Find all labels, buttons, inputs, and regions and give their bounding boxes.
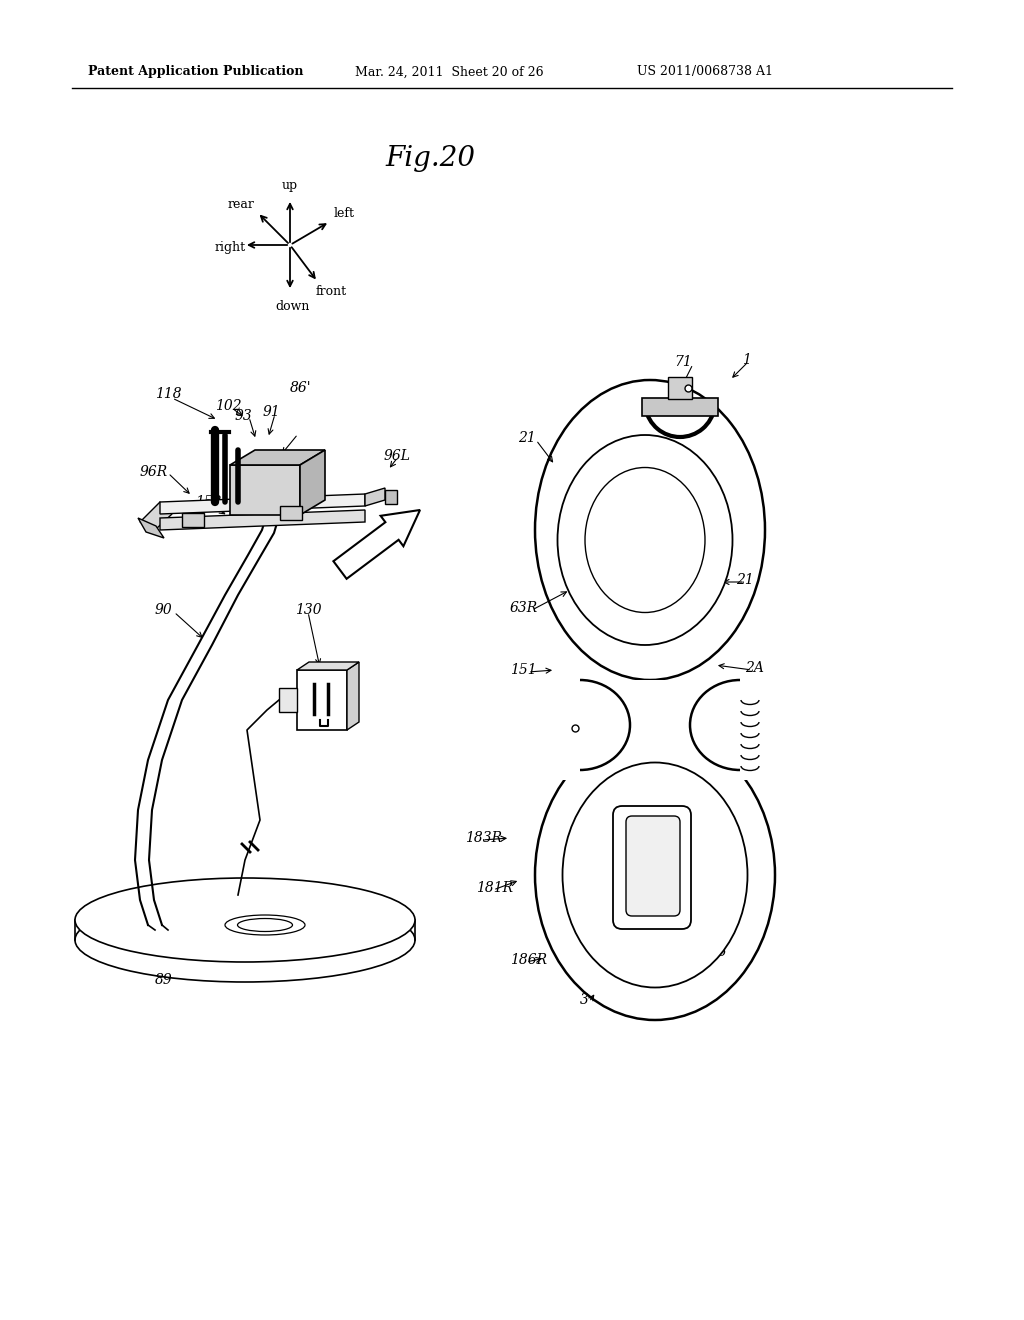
Text: 1: 1 bbox=[742, 352, 751, 367]
Text: 130: 130 bbox=[295, 603, 322, 616]
Polygon shape bbox=[279, 688, 297, 711]
Text: 183R: 183R bbox=[465, 832, 502, 845]
Text: rear: rear bbox=[228, 198, 255, 211]
Ellipse shape bbox=[557, 436, 732, 645]
Ellipse shape bbox=[562, 763, 748, 987]
Text: 118: 118 bbox=[155, 387, 181, 401]
Text: front: front bbox=[316, 285, 347, 298]
Ellipse shape bbox=[585, 467, 705, 612]
Ellipse shape bbox=[238, 919, 293, 932]
Text: 71: 71 bbox=[674, 355, 692, 370]
Text: Fig.20: Fig.20 bbox=[385, 144, 475, 172]
Text: 85: 85 bbox=[652, 961, 670, 975]
Polygon shape bbox=[347, 663, 359, 730]
Bar bbox=[280, 506, 302, 520]
Text: 63R: 63R bbox=[510, 601, 539, 615]
FancyBboxPatch shape bbox=[613, 807, 691, 929]
Text: 151: 151 bbox=[510, 663, 537, 677]
Text: 93: 93 bbox=[234, 409, 253, 422]
Text: 102: 102 bbox=[215, 399, 242, 413]
Text: 21: 21 bbox=[736, 573, 754, 587]
Polygon shape bbox=[297, 663, 359, 671]
Text: down: down bbox=[275, 301, 310, 314]
Text: Mar. 24, 2011  Sheet 20 of 26: Mar. 24, 2011 Sheet 20 of 26 bbox=[355, 66, 544, 78]
Text: 103: 103 bbox=[240, 461, 266, 475]
Bar bbox=[297, 671, 347, 730]
Polygon shape bbox=[160, 494, 365, 513]
Text: 86': 86' bbox=[290, 381, 311, 395]
Polygon shape bbox=[160, 510, 365, 531]
Ellipse shape bbox=[535, 730, 775, 1020]
Polygon shape bbox=[230, 450, 325, 465]
FancyBboxPatch shape bbox=[626, 816, 680, 916]
Ellipse shape bbox=[225, 915, 305, 935]
Bar bbox=[530, 680, 790, 780]
Polygon shape bbox=[138, 517, 164, 539]
Text: left: left bbox=[333, 207, 354, 220]
Ellipse shape bbox=[535, 380, 765, 680]
Text: Patent Application Publication: Patent Application Publication bbox=[88, 66, 303, 78]
Ellipse shape bbox=[75, 878, 415, 962]
Text: 3: 3 bbox=[580, 993, 589, 1007]
Text: 2A: 2A bbox=[745, 661, 764, 675]
Text: 96L: 96L bbox=[384, 449, 411, 463]
Text: US 2011/0068738 A1: US 2011/0068738 A1 bbox=[637, 66, 773, 78]
Text: 152: 152 bbox=[195, 495, 221, 510]
Polygon shape bbox=[365, 488, 385, 506]
Text: 21: 21 bbox=[518, 432, 536, 445]
Ellipse shape bbox=[75, 898, 415, 982]
Text: 181R: 181R bbox=[476, 880, 513, 895]
Text: 185: 185 bbox=[700, 945, 727, 960]
Polygon shape bbox=[140, 502, 172, 531]
Bar bbox=[642, 399, 718, 416]
Text: 90: 90 bbox=[155, 603, 173, 616]
FancyArrow shape bbox=[334, 510, 420, 578]
Bar bbox=[385, 490, 397, 504]
Text: 92: 92 bbox=[308, 711, 326, 725]
Text: up: up bbox=[282, 178, 298, 191]
Text: 152: 152 bbox=[298, 487, 325, 502]
Text: 89: 89 bbox=[155, 973, 173, 987]
Text: right: right bbox=[214, 240, 246, 253]
Text: 22: 22 bbox=[745, 721, 763, 735]
Bar bbox=[182, 513, 204, 527]
Text: 96R: 96R bbox=[140, 465, 168, 479]
Bar bbox=[668, 378, 692, 399]
Polygon shape bbox=[300, 450, 325, 515]
Text: 91: 91 bbox=[263, 405, 281, 418]
Text: 186R: 186R bbox=[510, 953, 547, 968]
Bar bbox=[230, 465, 300, 515]
